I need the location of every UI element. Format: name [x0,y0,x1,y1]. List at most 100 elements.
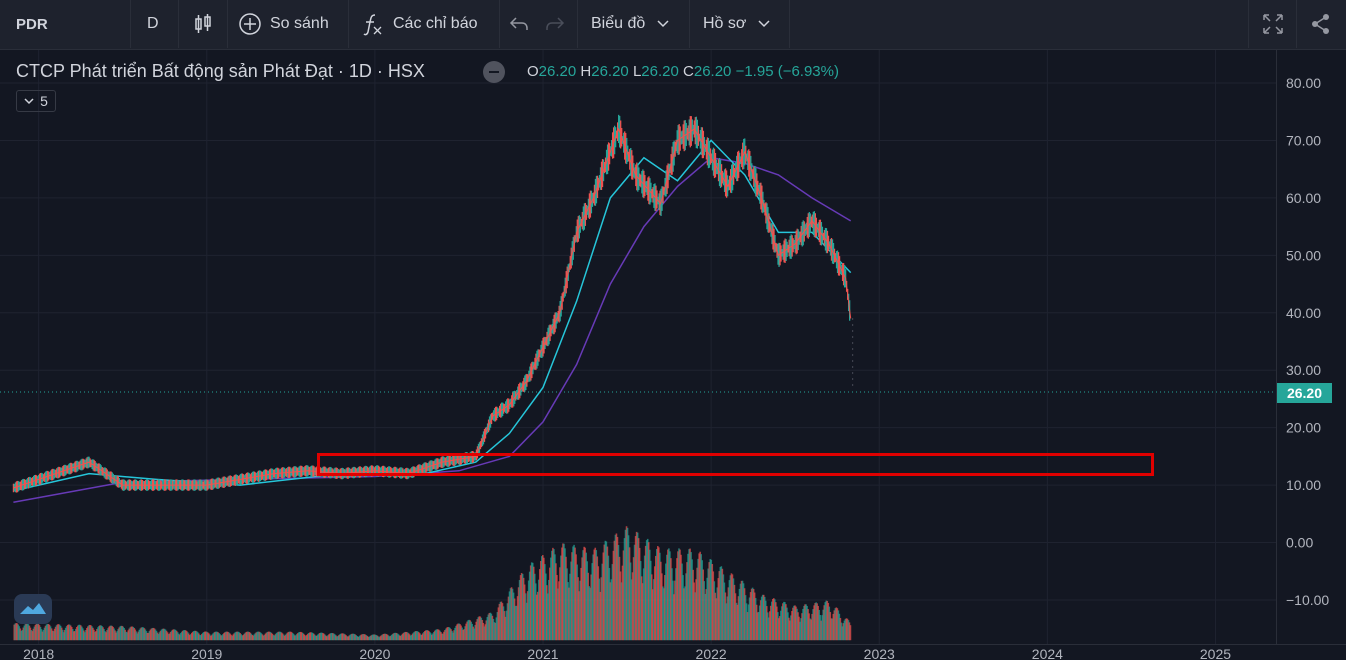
volume-bar [618,556,621,641]
volume-bar [588,586,591,641]
profile-menu-button[interactable]: Hồ sơ [703,0,770,48]
volume-bar [205,631,207,641]
highlight-rectangle[interactable] [317,453,1154,476]
volume-bar [819,615,821,641]
top-toolbar: PDR D So sánh Các chỉ báo [0,0,1346,50]
volume-bar [654,555,657,641]
volume-bar [703,581,705,641]
volume-bar [308,632,311,641]
volume-bar [265,632,268,641]
volume-bar [446,627,448,641]
undo-button[interactable] [508,0,530,48]
time-axis[interactable] [0,644,1346,660]
volume-bar [714,592,717,641]
volume-bar [233,633,235,641]
volume-bar [669,551,671,641]
indicators-toggle-button[interactable]: 5 [16,90,56,112]
volume-bar [741,580,744,641]
volume-bar [55,625,58,641]
chart-type-button[interactable] [192,0,214,48]
volume-bar [712,571,715,641]
volume-bar [277,631,280,641]
volume-bar [549,567,551,641]
volume-bar [831,618,834,641]
volume-bar [774,599,776,641]
volume-bar [679,549,681,641]
volume-bar [779,616,781,641]
volume-bar [496,612,499,641]
low-value: 26.20 [641,63,679,80]
indicators-button[interactable]: Các chỉ báo [362,0,478,48]
volume-bar [449,627,451,641]
volume-bar [848,622,851,641]
volume-bar [776,606,778,641]
compare-button[interactable]: So sánh [238,0,329,48]
volume-bar [124,629,127,641]
volume-bar [752,588,755,641]
volume-bar [757,611,760,641]
volume-bar [710,559,713,641]
volume-bar [800,618,802,641]
volume-bar [619,571,622,641]
volume-bar [292,634,295,641]
volume-bar [638,547,641,641]
volume-bar [434,630,436,641]
volume-bar [275,633,278,641]
volume-bar [821,615,824,641]
volume-bar [91,626,93,641]
volume-bar [96,629,98,641]
volume-bar [367,636,370,641]
volume-bar [43,627,46,641]
app-logo[interactable] [14,594,52,624]
volume-bar [531,562,534,641]
volume-bar [402,632,405,641]
volume-bar [833,610,836,641]
volume-bar [23,625,26,641]
volume-bar [717,578,720,641]
price-line [13,127,852,489]
volume-bar [116,631,118,641]
volume-bar [26,623,29,641]
symbol-search-button[interactable]: PDR [16,15,48,33]
low-label: L [632,63,642,80]
volume-bar [586,561,588,641]
volume-bar [484,624,487,641]
volume-bar [691,559,693,641]
interval-button[interactable]: D [147,15,159,32]
volume-bar [243,633,246,641]
volume-bar [803,605,805,641]
volume-bar [316,635,318,641]
volume-bar [359,635,362,641]
redo-button[interactable] [544,0,566,48]
volume-bar [832,613,835,641]
volume-bar [471,623,473,641]
volume-bar [105,632,107,641]
price-axis[interactable] [1276,50,1346,644]
price-tick-label: −10.00 [1286,592,1329,608]
volume-bar [78,624,80,641]
volume-bar [299,631,302,641]
volume-bar [524,593,527,641]
volume-bar [626,527,629,641]
volume-bar [250,633,253,641]
fullscreen-button[interactable] [1261,0,1285,48]
volume-bar [50,628,53,641]
volume-bar [238,632,240,641]
volume-bar [388,636,391,641]
volume-bar [376,635,379,641]
volume-bar [199,634,201,641]
volume-bar [210,635,212,641]
volume-bar [605,541,608,641]
volume-bar [76,625,79,641]
volume-bar [206,631,208,641]
hide-series-button[interactable] [483,61,505,83]
volume-bar [332,633,334,641]
volume-bar [511,588,514,641]
volume-bar [528,571,531,641]
chart-menu-button[interactable]: Biểu đồ [591,0,669,48]
share-button[interactable] [1310,0,1332,48]
volume-bar [727,587,730,641]
plus-circle-icon [239,13,261,35]
volume-bar [476,619,479,641]
volume-bar [363,634,366,641]
